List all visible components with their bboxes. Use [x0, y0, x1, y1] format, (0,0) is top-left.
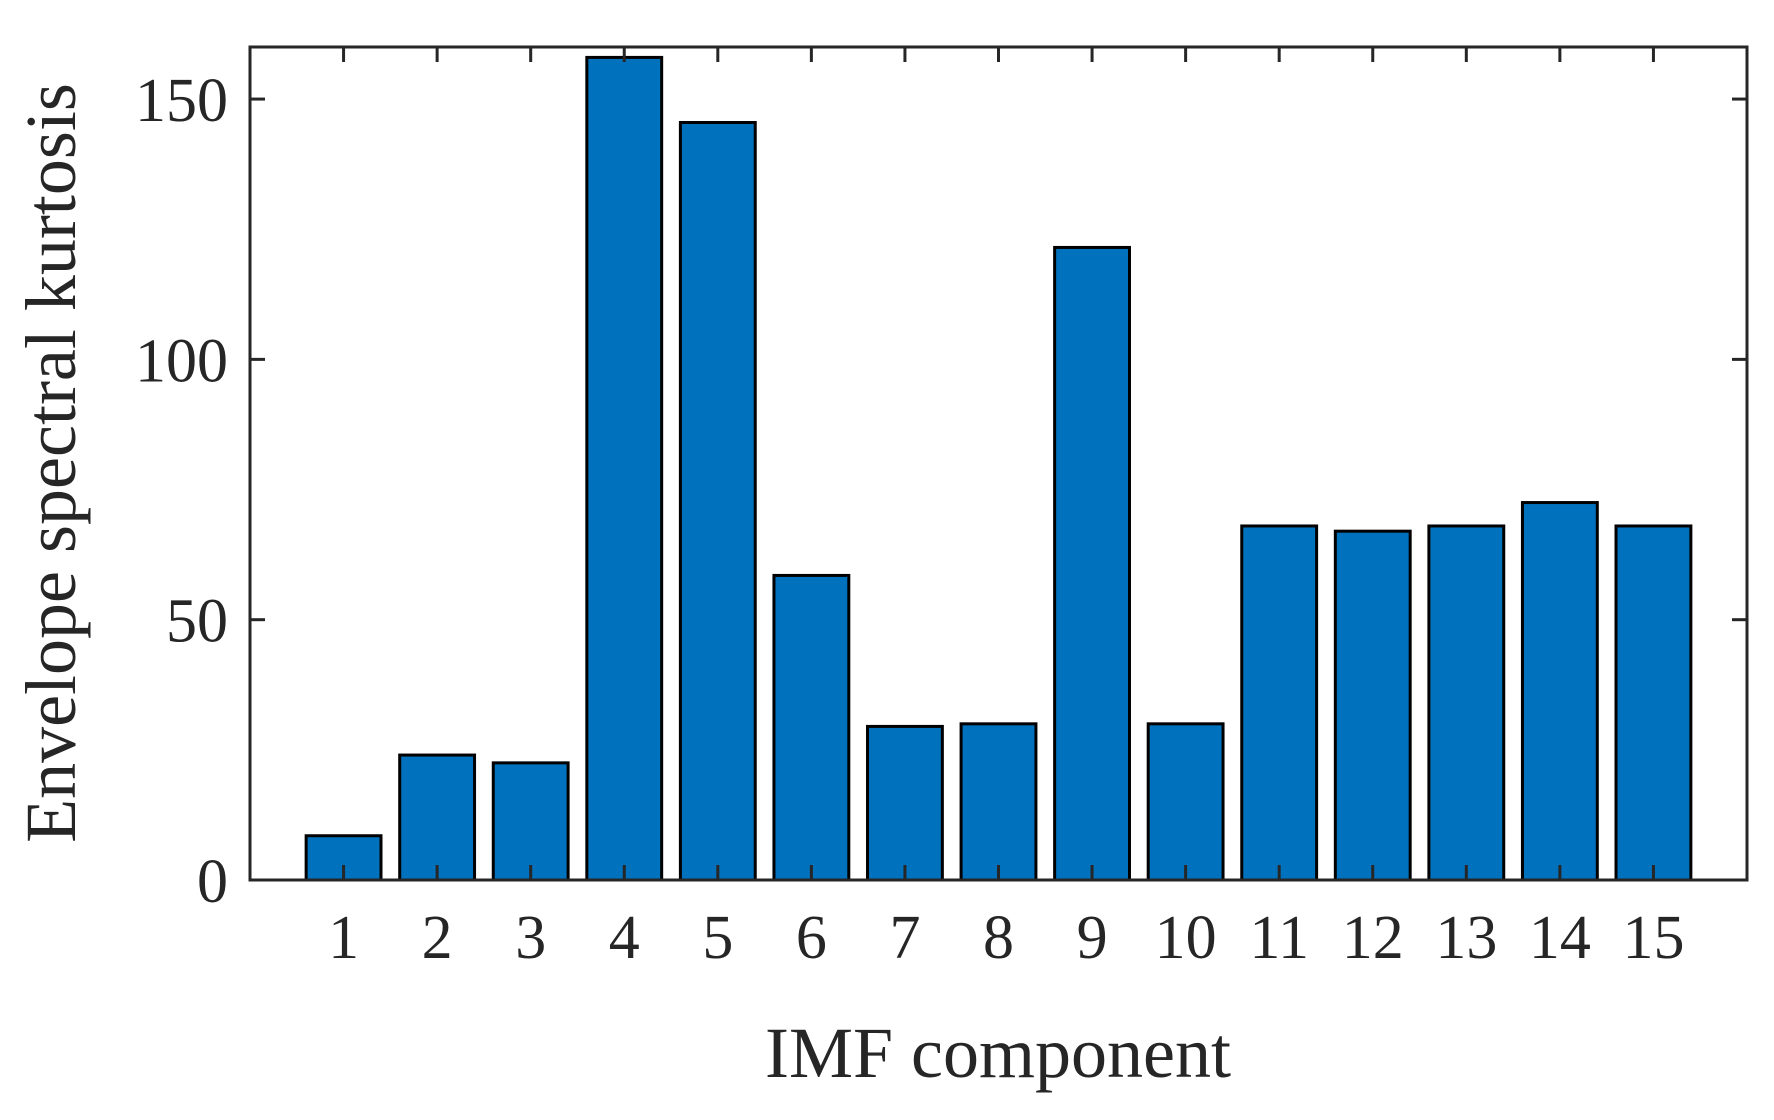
- x-tick-label: 5: [702, 904, 733, 972]
- bar-imf-15: [1614, 524, 1693, 882]
- y-tick-label: 50: [166, 588, 228, 656]
- y-tick-label: 150: [135, 67, 228, 135]
- x-tick-label: 10: [1155, 904, 1217, 972]
- y-tick-label: 0: [197, 848, 228, 916]
- x-axis-title: IMF component: [765, 1013, 1231, 1093]
- bar-imf-5: [678, 120, 757, 882]
- x-tick-label: 4: [609, 904, 640, 972]
- bar-imf-11: [1240, 524, 1319, 882]
- y-tick-label: 100: [135, 327, 228, 395]
- bar-imf-13: [1427, 524, 1506, 882]
- bar-imf-2: [398, 753, 477, 882]
- x-tick-label: 9: [1077, 904, 1108, 972]
- x-tick-label: 15: [1622, 904, 1684, 972]
- x-tick-label: 13: [1435, 904, 1497, 972]
- x-tick-label: 7: [889, 904, 920, 972]
- bar-imf-7: [866, 724, 944, 882]
- bar-imf-8: [959, 722, 1038, 882]
- x-tick-label: 6: [796, 904, 827, 972]
- bars-layer: [304, 55, 1693, 882]
- x-tick-label: 2: [422, 904, 453, 972]
- bar-imf-9: [1053, 245, 1131, 882]
- bar-imf-3: [491, 761, 570, 882]
- bar-imf-6: [772, 573, 851, 882]
- x-tick-label: 3: [515, 904, 546, 972]
- y-axis-title: Envelope spectral kurtosis: [11, 83, 91, 843]
- bar-imf-4: [585, 55, 664, 882]
- bar-imf-12: [1333, 529, 1412, 882]
- bar-imf-14: [1520, 501, 1599, 882]
- x-tick-label: 8: [983, 904, 1014, 972]
- x-tick-label: 12: [1342, 904, 1404, 972]
- x-tick-label: 14: [1529, 904, 1591, 972]
- x-tick-label: 1: [328, 904, 359, 972]
- x-tick-label: 11: [1249, 904, 1309, 972]
- bar-imf-10: [1146, 722, 1225, 882]
